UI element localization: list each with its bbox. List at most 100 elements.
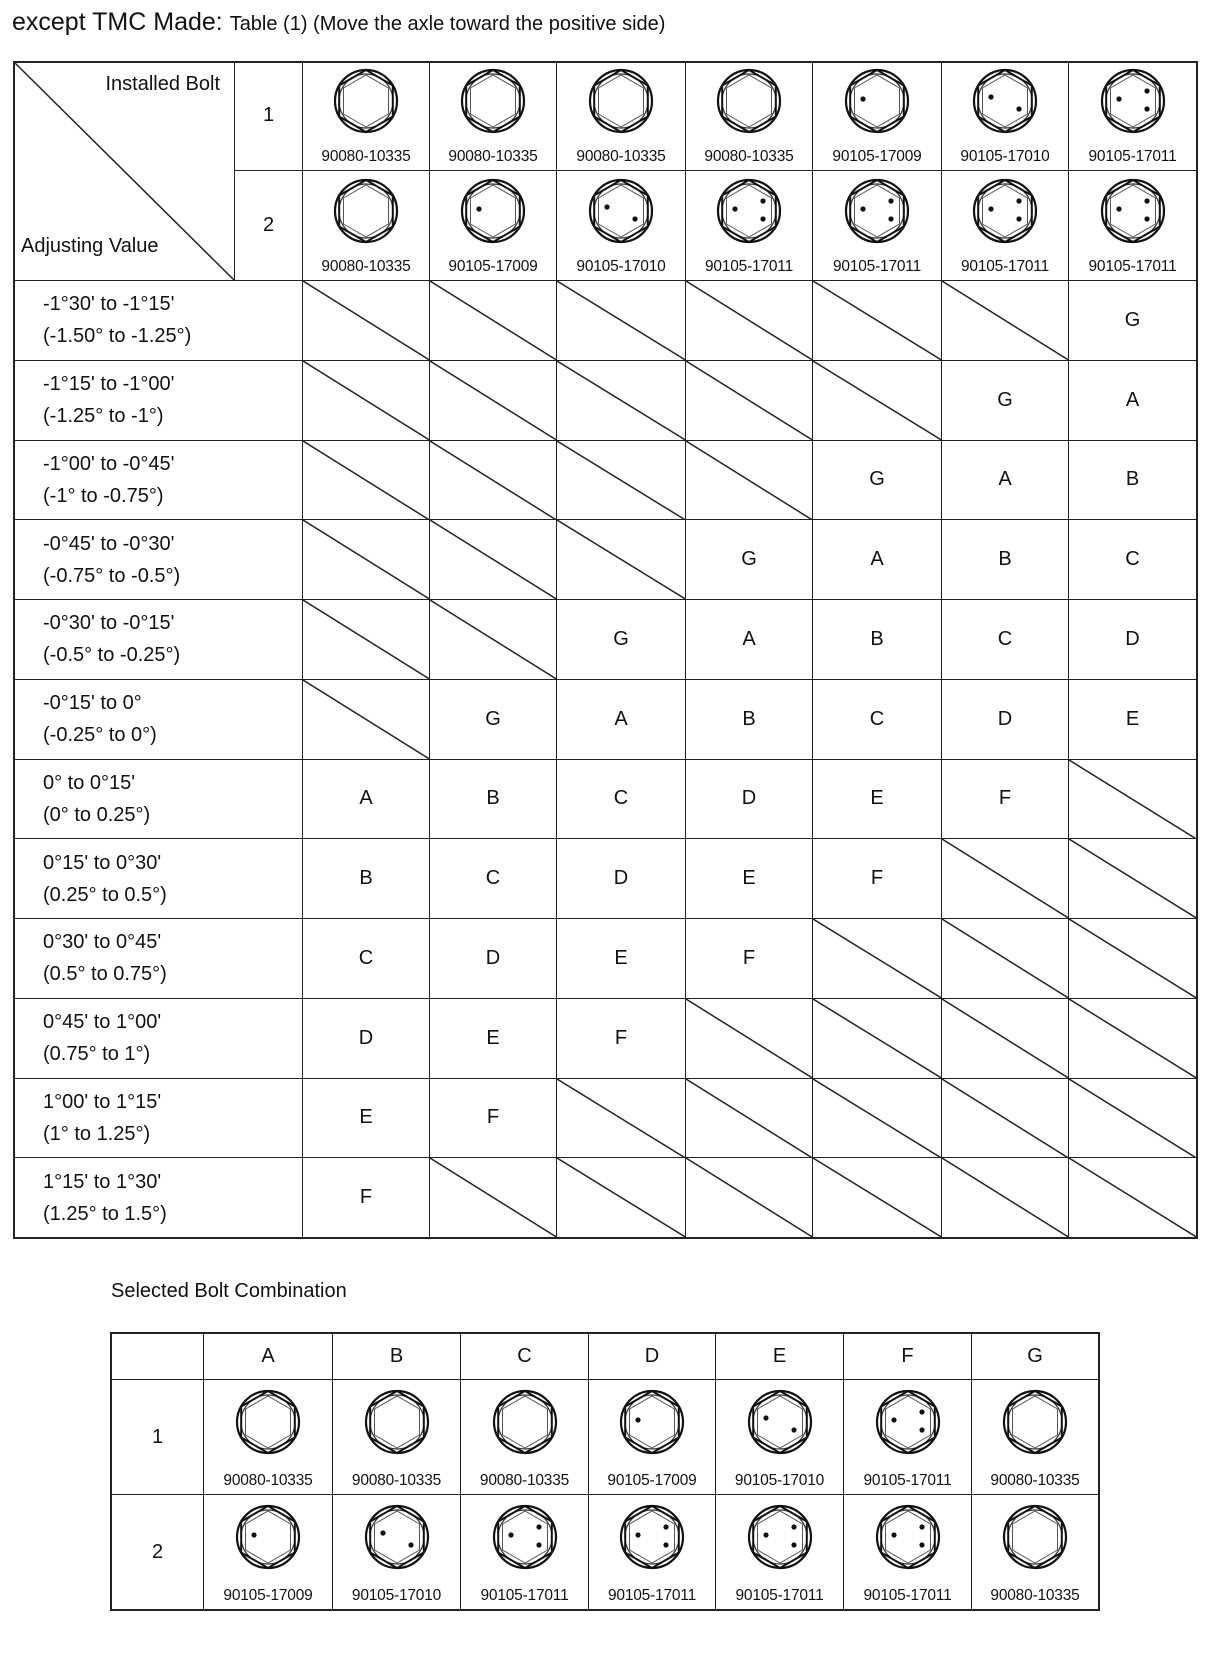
combination-cell: C xyxy=(430,839,557,919)
adjusting-range-label: -1°15' to -1°00' (-1.25° to -1°) xyxy=(15,360,303,441)
combination-letter: G xyxy=(869,468,885,491)
adjusting-range-label: 1°15' to 1°30' (1.25° to 1.5°) xyxy=(15,1158,303,1238)
diagonal-strike xyxy=(557,1158,685,1237)
not-applicable-cell xyxy=(1069,998,1197,1079)
diagonal-strike xyxy=(813,281,941,360)
bolt-icon xyxy=(971,67,1039,140)
diagonal-strike xyxy=(303,281,429,360)
combination-letter: C xyxy=(485,867,501,890)
not-applicable-cell xyxy=(430,520,557,600)
bolt-icon xyxy=(332,67,400,140)
part-number: 90105-17010 xyxy=(960,148,1050,165)
column-header: D xyxy=(589,1334,716,1380)
part-number: 90080-10335 xyxy=(990,1472,1080,1489)
diagonal-strike xyxy=(430,1158,556,1237)
part-number: 90105-17011 xyxy=(480,1587,569,1604)
combination-letter: G xyxy=(1124,308,1141,331)
diagonal-strike xyxy=(557,281,685,360)
diagonal-strike xyxy=(813,1158,941,1237)
column-letter: A xyxy=(261,1345,275,1367)
combination-letter: G xyxy=(485,707,501,730)
diagonal-strike xyxy=(686,441,812,520)
bolt-cell: 90105-17009 xyxy=(813,61,942,171)
combination-letter: D xyxy=(613,867,629,890)
not-applicable-cell xyxy=(686,281,813,361)
combination-cell: G xyxy=(430,679,557,760)
not-applicable-cell xyxy=(1069,839,1197,919)
combination-letter: E xyxy=(742,867,756,890)
combination-cell: F xyxy=(813,839,942,919)
diagonal-strike xyxy=(813,999,941,1078)
bolt-icon xyxy=(1001,1503,1069,1576)
range-deg: (-0.25° to 0°) xyxy=(43,724,157,747)
bolt-cell: 90105-17011 xyxy=(716,1495,844,1610)
bolt-cell: 90105-17011 xyxy=(844,1495,972,1610)
combination-cell: B xyxy=(686,679,813,760)
bolt-icon xyxy=(843,67,911,140)
part-number: 90105-17010 xyxy=(576,258,666,275)
part-number: 90105-17011 xyxy=(863,1587,952,1604)
bolt-cell: 90080-10335 xyxy=(430,61,557,171)
combination-letter: D xyxy=(358,1026,374,1049)
combination-letter: F xyxy=(486,1106,500,1129)
not-applicable-cell xyxy=(303,440,430,521)
combination-cell: A xyxy=(686,600,813,680)
combination-letter: B xyxy=(1125,468,1140,491)
bolt-cell: 90080-10335 xyxy=(461,1380,589,1495)
diagonal-strike xyxy=(430,281,556,360)
diagonal-strike xyxy=(942,1079,1068,1158)
not-applicable-cell xyxy=(557,1078,686,1159)
range-deg: (1.25° to 1.5°) xyxy=(43,1202,167,1225)
diagonal-strike xyxy=(557,361,685,440)
combination-letter: B xyxy=(742,707,756,730)
bolt-icon xyxy=(1001,1388,1069,1461)
part-number: 90105-17011 xyxy=(832,258,921,275)
not-applicable-cell xyxy=(303,679,430,760)
combination-cell: C xyxy=(303,919,430,999)
part-number: 90105-17009 xyxy=(832,148,922,165)
part-number: 90105-17011 xyxy=(960,258,1049,275)
bolt-icon xyxy=(234,1388,302,1461)
bolt-cell: 90105-17010 xyxy=(716,1380,844,1495)
adjusting-range-label: -1°00' to -0°45' (-1° to -0.75°) xyxy=(15,440,303,521)
combination-letter: B xyxy=(359,867,373,890)
column-header: G xyxy=(972,1334,1099,1380)
combination-cell: B xyxy=(1069,440,1197,521)
not-applicable-cell xyxy=(430,440,557,521)
column-header: A xyxy=(204,1334,333,1380)
combination-letter: E xyxy=(614,946,628,969)
diagonal-strike xyxy=(942,919,1068,998)
range-deg: (-0.75° to -0.5°) xyxy=(43,564,181,587)
bolt-icon xyxy=(874,1503,942,1576)
combination-letter: A xyxy=(614,707,628,730)
not-applicable-cell xyxy=(430,1158,557,1238)
diagonal-strike xyxy=(813,361,941,440)
page-title: except TMC Made: Table (1) (Move the axl… xyxy=(12,8,665,37)
column-letter: D xyxy=(644,1345,660,1367)
combination-letter: F xyxy=(742,946,756,969)
range-deg-min: -0°30' to -0°15' xyxy=(43,612,175,635)
diagonal-strike xyxy=(686,281,812,360)
bolt-icon xyxy=(746,1388,814,1461)
range-deg-min: -0°45' to -0°30' xyxy=(43,532,175,555)
row-number: 1 xyxy=(262,104,275,126)
column-letter: F xyxy=(901,1345,914,1367)
column-letter: E xyxy=(772,1345,787,1367)
combination-letter: E xyxy=(1125,707,1140,730)
not-applicable-cell xyxy=(813,998,942,1079)
diagonal-strike xyxy=(942,839,1068,918)
combination-cell: A xyxy=(813,520,942,600)
adjusting-range-label: 0°30' to 0°45' (0.5° to 0.75°) xyxy=(15,919,303,999)
adjusting-range-label: 0°15' to 0°30' (0.25° to 0.5°) xyxy=(15,839,303,919)
title-sub: Table (1) (Move the axle toward the posi… xyxy=(229,13,666,35)
not-applicable-cell xyxy=(557,1158,686,1238)
not-applicable-cell xyxy=(942,281,1069,361)
diagonal-strike xyxy=(557,441,685,520)
combination-letter: D xyxy=(1125,627,1140,650)
bolt-icon xyxy=(1099,67,1167,140)
part-number: 90105-17010 xyxy=(351,1587,442,1604)
combination-letter: C xyxy=(869,707,885,730)
combination-letter: D xyxy=(485,946,501,969)
combination-letter: F xyxy=(870,867,884,890)
bolt-icon xyxy=(587,177,655,250)
